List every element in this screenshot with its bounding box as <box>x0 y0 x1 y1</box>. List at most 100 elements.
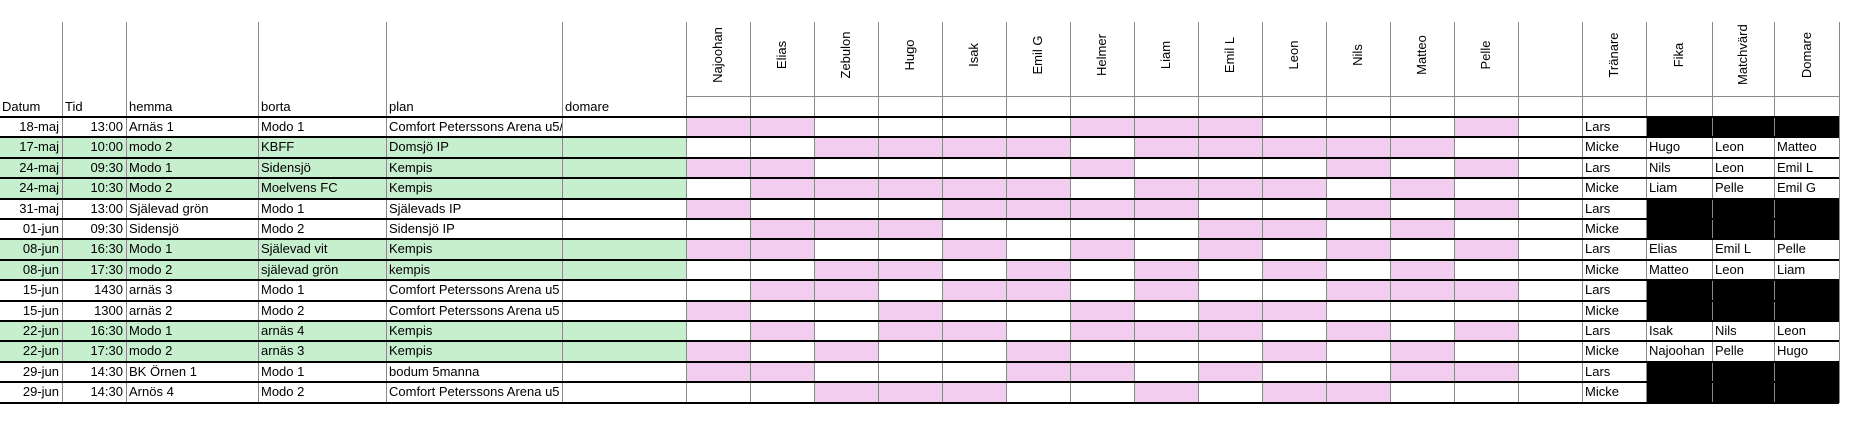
player-cell[interactable] <box>1455 199 1518 218</box>
player-cell[interactable] <box>1455 362 1518 382</box>
cell-matchvard[interactable]: Nils <box>1715 323 1737 338</box>
cell-datum[interactable]: 24-maj <box>19 159 59 175</box>
cell-tranare[interactable]: Micke <box>1585 221 1619 236</box>
cell-domare[interactable] <box>562 137 686 157</box>
player-header[interactable]: Hugo <box>902 39 917 71</box>
cell-plan[interactable]: Kempis <box>389 180 433 196</box>
player-cell[interactable] <box>879 363 942 381</box>
cell-hemma[interactable]: arnäs 2 <box>129 302 173 318</box>
player-cell[interactable] <box>1263 301 1326 320</box>
cell-hemma[interactable]: BK Örnen 1 <box>129 363 197 379</box>
cell-fika[interactable]: Najoohan <box>1649 343 1705 359</box>
cell-domare[interactable] <box>562 382 686 402</box>
player-cell[interactable] <box>1071 301 1134 320</box>
cell-tranare[interactable]: Micke <box>1585 139 1619 155</box>
cell-fika[interactable]: Nils <box>1649 159 1671 175</box>
role-header[interactable]: Domare <box>1798 31 1814 79</box>
cell-tranare[interactable]: Micke <box>1585 180 1619 196</box>
player-cell[interactable] <box>1327 363 1390 381</box>
player-cell[interactable] <box>879 220 942 239</box>
player-cell[interactable] <box>879 260 942 280</box>
cell-hemma[interactable]: Sidensjö <box>129 221 179 236</box>
player-cell[interactable] <box>1135 138 1198 157</box>
cell-domare_duty[interactable]: Hugo <box>1777 343 1809 359</box>
player-cell[interactable] <box>1263 322 1326 340</box>
player-cell[interactable] <box>1327 199 1390 218</box>
player-cell[interactable] <box>1007 199 1070 218</box>
cell-fika[interactable]: Isak <box>1649 323 1673 338</box>
player-cell[interactable] <box>815 342 878 361</box>
player-cell[interactable] <box>879 342 942 360</box>
player-header[interactable]: Liam <box>1158 40 1173 70</box>
cell-plan[interactable]: Kempis <box>389 343 433 359</box>
player-cell[interactable] <box>1327 322 1390 341</box>
player-cell[interactable] <box>1135 179 1198 198</box>
player-cell[interactable] <box>1199 362 1262 382</box>
player-cell[interactable] <box>1327 138 1390 157</box>
player-cell[interactable] <box>1455 118 1518 137</box>
cell-domare[interactable] <box>562 301 686 321</box>
cell-domare_duty[interactable]: Emil G <box>1777 180 1816 196</box>
player-header[interactable]: Elias <box>774 40 789 70</box>
cell-plan[interactable]: Comfort Peterssons Arena u5 <box>389 384 560 400</box>
player-cell[interactable] <box>687 383 750 401</box>
player-cell[interactable] <box>1263 138 1326 157</box>
player-cell[interactable] <box>943 159 1006 177</box>
player-cell[interactable] <box>815 220 878 239</box>
cell-datum[interactable]: 17-maj <box>19 139 59 155</box>
player-cell[interactable] <box>1455 240 1518 259</box>
cell-tid[interactable]: 16:30 <box>90 241 123 257</box>
player-cell[interactable] <box>815 260 878 280</box>
player-cell[interactable] <box>1071 362 1134 382</box>
player-cell[interactable] <box>751 118 814 137</box>
player-cell[interactable] <box>1455 383 1518 401</box>
player-cell[interactable] <box>1263 363 1326 381</box>
cell-borta[interactable]: Modo 1 <box>261 200 305 216</box>
cell-borta[interactable]: arnäs 4 <box>261 323 305 338</box>
player-cell[interactable] <box>815 179 878 198</box>
player-cell[interactable] <box>815 159 878 177</box>
player-cell[interactable] <box>751 342 814 360</box>
player-cell[interactable] <box>879 200 942 218</box>
cell-borta[interactable]: Moelvens FC <box>261 180 338 196</box>
cell-tranare[interactable]: Lars <box>1585 241 1611 257</box>
player-cell[interactable] <box>751 362 814 382</box>
player-cell[interactable] <box>943 220 1006 238</box>
cell-tid[interactable]: 09:30 <box>90 221 123 236</box>
cell-datum[interactable]: 22-jun <box>22 323 59 338</box>
cell-datum[interactable]: 08-jun <box>22 241 59 257</box>
player-cell[interactable] <box>879 383 942 402</box>
player-cell[interactable] <box>815 363 878 381</box>
cell-domare[interactable] <box>562 158 686 178</box>
player-cell[interactable] <box>1135 118 1198 137</box>
player-cell[interactable] <box>1071 383 1134 401</box>
player-cell[interactable] <box>943 383 1006 402</box>
player-cell[interactable] <box>1391 138 1454 157</box>
role-header[interactable]: Matchvärd <box>1735 24 1750 85</box>
player-cell[interactable] <box>1327 179 1390 197</box>
player-cell[interactable] <box>751 200 814 218</box>
cell-hemma[interactable]: arnäs 3 <box>129 282 173 298</box>
player-cell[interactable] <box>1391 260 1454 280</box>
player-cell[interactable] <box>815 240 878 258</box>
player-cell[interactable] <box>1007 322 1070 340</box>
player-cell[interactable] <box>1263 383 1326 402</box>
player-cell[interactable] <box>1135 260 1198 280</box>
cell-tid[interactable]: 13:00 <box>90 200 123 216</box>
player-header[interactable]: Najoohan <box>710 27 725 83</box>
cell-plan[interactable]: Comfort Peterssons Arena u5 <box>389 302 560 318</box>
cell-fika[interactable]: Matteo <box>1649 261 1689 277</box>
player-cell[interactable] <box>1199 240 1262 259</box>
player-cell[interactable] <box>751 158 814 178</box>
cell-hemma[interactable]: Modo 2 <box>129 180 173 196</box>
player-header[interactable]: Emil G <box>1030 35 1045 75</box>
player-cell[interactable] <box>879 240 942 258</box>
player-cell[interactable] <box>1327 302 1390 320</box>
cell-tranare[interactable]: Lars <box>1585 159 1611 175</box>
player-cell[interactable] <box>1327 383 1390 402</box>
cell-datum[interactable]: 31-maj <box>19 200 59 216</box>
cell-datum[interactable]: 08-jun <box>22 261 59 277</box>
player-header[interactable]: Zebulon <box>838 31 853 79</box>
player-cell[interactable] <box>943 138 1006 157</box>
cell-matchvard[interactable]: Pelle <box>1715 180 1744 196</box>
